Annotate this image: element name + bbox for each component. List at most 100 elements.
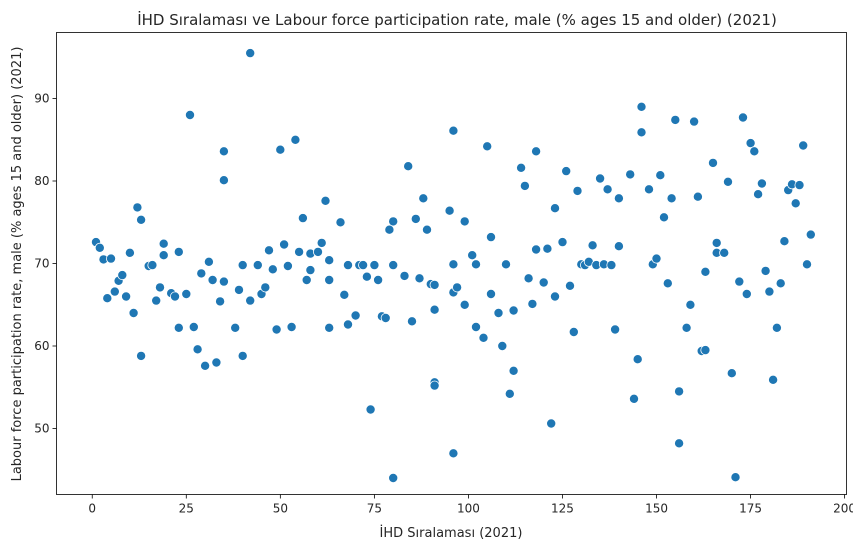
data-point-143 — [625, 169, 636, 180]
data-point-3 — [102, 293, 113, 304]
data-point-177 — [753, 189, 764, 200]
x-tick-label: 0 — [88, 502, 96, 516]
data-point-65 — [335, 217, 346, 228]
data-point-21 — [169, 291, 180, 302]
data-point-128 — [565, 280, 576, 291]
data-point-144 — [629, 393, 640, 404]
data-point-106 — [482, 141, 493, 152]
data-point-50 — [279, 239, 290, 250]
data-point-145 — [632, 354, 643, 365]
data-point-141 — [613, 241, 624, 252]
data-point-155 — [670, 114, 681, 125]
data-point-170 — [726, 368, 737, 379]
data-point-178 — [756, 178, 767, 189]
data-point-119 — [531, 244, 542, 255]
data-point-77 — [380, 312, 391, 323]
data-point-180 — [764, 286, 775, 297]
data-point-103 — [470, 321, 481, 332]
data-point-100 — [459, 216, 470, 227]
data-point-157 — [674, 438, 685, 449]
data-point-88 — [421, 224, 432, 235]
data-point-118 — [527, 298, 538, 309]
data-point-127 — [561, 166, 572, 177]
data-point-115 — [516, 162, 527, 173]
data-point-71 — [358, 260, 369, 271]
x-tick-label: 175 — [739, 502, 762, 516]
data-point-56 — [301, 274, 312, 285]
data-point-52 — [286, 321, 297, 332]
data-point-154 — [666, 193, 677, 204]
data-point-46 — [263, 245, 274, 256]
data-point-23 — [173, 246, 184, 257]
data-point-18 — [158, 238, 169, 249]
data-point-190 — [802, 259, 813, 270]
data-point-125 — [550, 291, 561, 302]
data-point-150 — [651, 253, 662, 264]
data-point-54 — [294, 246, 305, 257]
data-point-75 — [373, 274, 384, 285]
data-point-122 — [542, 243, 553, 254]
data-point-116 — [519, 180, 530, 191]
data-point-175 — [745, 138, 756, 149]
data-point-139 — [606, 260, 617, 271]
data-point-113 — [508, 365, 519, 376]
data-point-22 — [173, 322, 184, 333]
data-point-59 — [312, 246, 323, 257]
data-point-182 — [771, 322, 782, 333]
data-point-67 — [342, 319, 353, 330]
data-point-110 — [497, 340, 508, 351]
data-point-40 — [237, 260, 248, 271]
data-point-47 — [267, 264, 278, 275]
data-point-68 — [342, 260, 353, 271]
data-point-181 — [768, 374, 779, 385]
data-point-25 — [184, 110, 195, 121]
y-axis-ticks: 50 60 70 80 90 — [34, 92, 57, 436]
data-point-85 — [410, 213, 421, 224]
data-point-105 — [478, 332, 489, 343]
y-axis-label: Labour force participation rate, male (%… — [10, 47, 25, 482]
data-points — [91, 48, 816, 483]
data-point-66 — [339, 289, 350, 300]
x-tick-label: 125 — [551, 502, 574, 516]
data-point-126 — [557, 237, 568, 248]
x-axis-ticks: 0 25 50 75 100 125 150 175 200 — [88, 494, 853, 516]
data-point-120 — [531, 146, 542, 157]
data-point-93 — [429, 279, 440, 290]
data-point-183 — [775, 278, 786, 289]
data-point-26 — [188, 321, 199, 332]
data-point-63 — [324, 255, 335, 266]
data-point-188 — [794, 180, 805, 191]
data-point-81 — [388, 472, 399, 483]
data-point-57 — [305, 265, 316, 276]
data-point-166 — [711, 237, 722, 248]
data-point-108 — [485, 288, 496, 299]
data-point-4 — [106, 253, 117, 264]
data-point-98 — [452, 282, 463, 293]
data-point-62 — [324, 322, 335, 333]
data-point-11 — [132, 202, 143, 213]
x-tick-label: 200 — [833, 502, 853, 516]
data-point-33 — [215, 296, 226, 307]
data-point-158 — [681, 322, 692, 333]
data-point-55 — [297, 213, 308, 224]
data-point-124 — [550, 203, 561, 214]
data-point-37 — [230, 322, 241, 333]
x-axis-label: İHD Sıralaması (2021) — [380, 525, 523, 541]
data-point-117 — [523, 273, 534, 284]
x-tick-label: 50 — [273, 502, 288, 516]
data-point-184 — [779, 236, 790, 247]
data-point-165 — [708, 157, 719, 168]
data-point-109 — [493, 307, 504, 318]
data-point-99 — [448, 448, 459, 459]
data-point-179 — [760, 265, 771, 276]
data-point-107 — [485, 232, 496, 243]
data-point-90 — [429, 304, 440, 315]
data-point-10 — [128, 307, 139, 318]
data-point-84 — [406, 316, 417, 327]
data-point-168 — [719, 247, 730, 258]
data-point-174 — [741, 288, 752, 299]
data-point-191 — [805, 229, 816, 240]
chart-title: İHD Sıralaması ve Labour force participa… — [137, 10, 777, 29]
data-point-16 — [151, 295, 162, 306]
data-point-8 — [121, 291, 132, 302]
